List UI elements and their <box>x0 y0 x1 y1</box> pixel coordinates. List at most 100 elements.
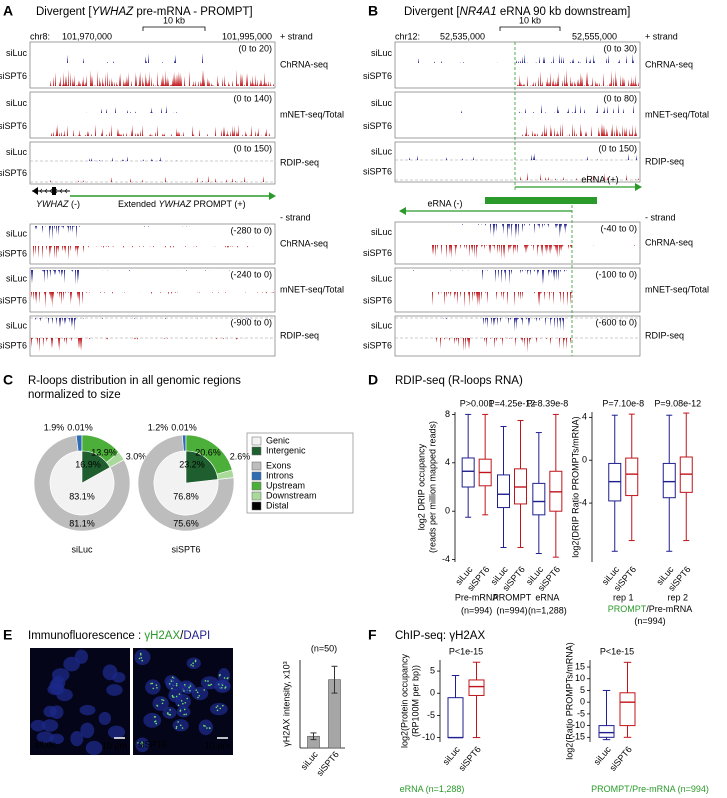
sample-label: siSPT6 <box>0 121 27 131</box>
focus <box>155 722 158 725</box>
nucleus <box>85 740 103 756</box>
signal <box>396 53 639 63</box>
nucleus <box>191 686 209 701</box>
focus <box>215 706 218 709</box>
nucleus <box>63 656 80 672</box>
prompt-label: Extended YWHAZ PROMPT (+) <box>118 199 246 209</box>
intron-chevron <box>59 188 63 194</box>
focus <box>141 741 143 744</box>
focus <box>183 690 185 692</box>
title-part: eRNA 90 kb downstream] <box>497 6 631 18</box>
signal <box>396 103 639 113</box>
scale-label: 10 µm <box>205 740 230 750</box>
nucleus <box>51 668 70 682</box>
sample-label: siSPT6 <box>363 71 392 81</box>
nucleus <box>200 676 219 690</box>
focus <box>139 652 142 655</box>
gene-label: YWHAZ (-) <box>36 199 80 209</box>
box <box>468 679 485 696</box>
sample-label: siLuc <box>6 98 28 108</box>
track-name: ChRNA-seq <box>280 59 328 69</box>
focus <box>138 657 141 660</box>
box <box>447 697 464 739</box>
nucleus <box>49 678 64 695</box>
y-tick-label: 4 <box>445 457 450 467</box>
focus <box>189 689 191 692</box>
pie-label: siSPT6 <box>171 544 200 554</box>
y-tick-label: -10 <box>572 720 585 730</box>
signal <box>31 246 274 261</box>
y-axis-label: log2(Ratio PROMPTs/mRNA) <box>564 642 574 760</box>
y-tick-label: -4 <box>442 554 450 564</box>
signal <box>396 338 639 353</box>
value-label: 23.2% <box>179 459 205 469</box>
prompt-part: PROMPT (+) <box>191 199 246 209</box>
focus <box>184 701 187 704</box>
signal <box>31 123 274 136</box>
sample-label: siLuc <box>371 98 393 108</box>
legend-swatch <box>251 461 262 471</box>
title-part: Divergent [ <box>404 6 460 18</box>
track-range: (0 to 150) <box>233 143 272 153</box>
image-label: siSPT6 <box>138 739 167 749</box>
focus <box>179 709 182 712</box>
signal <box>396 122 639 136</box>
value-label: 0.01% <box>67 422 93 432</box>
coordinate: 52,535,000 <box>440 31 485 41</box>
y-tick-label: -5 <box>427 710 435 720</box>
focus <box>154 720 157 722</box>
category-label: Pre-mRNA <box>455 592 499 602</box>
chart-title: RDIP-seq (R-loops RNA) <box>395 375 523 387</box>
focus <box>142 742 144 745</box>
sample-label: siLuc <box>6 273 28 283</box>
legend-swatch <box>251 436 262 446</box>
value-label: 1.2% <box>148 422 169 432</box>
pie-slice <box>153 450 219 516</box>
focus <box>224 687 226 689</box>
nucleus <box>80 722 95 739</box>
focus <box>168 683 171 685</box>
footer-part: PROMPT/Pre-mRNA (n=994) <box>591 784 709 794</box>
x-tick-label: siSPT6 <box>315 749 341 778</box>
legend-swatch <box>251 481 262 491</box>
nucleus <box>168 688 183 703</box>
panel-letter: A <box>3 3 13 19</box>
nucleus <box>143 712 162 728</box>
y-tick-label: 15 <box>575 661 585 671</box>
focus <box>151 682 154 685</box>
focus <box>204 725 206 727</box>
focus <box>207 684 210 686</box>
track-name: ChRNA-seq <box>645 237 693 247</box>
track-range: (-280 to 0) <box>230 225 272 235</box>
value-label: 76.8% <box>173 491 199 501</box>
p-value: P<1e-15 <box>449 646 483 656</box>
strand-label: - strand <box>645 212 676 222</box>
title-part: Immunofluorescence : <box>28 630 144 642</box>
focus <box>156 704 158 707</box>
track-name: mNET-seq/Total <box>645 109 709 119</box>
sample-label: siLuc <box>371 48 393 58</box>
y-axis-label: log2 DRIP occupancy <box>416 443 426 530</box>
focus <box>179 724 182 727</box>
signal <box>31 338 274 353</box>
p-value: P=9.08e-12 <box>654 398 701 408</box>
focus <box>195 689 198 691</box>
legend-label: Distal <box>266 500 289 510</box>
footer-part: eRNA (n=1,288) <box>400 784 465 794</box>
sample-label: siSPT6 <box>0 340 27 350</box>
panel-title: Immunofluorescence : γH2AX/DAPI <box>28 630 210 642</box>
sample-label: siLuc <box>6 48 28 58</box>
signal <box>31 53 274 63</box>
intron-chevron <box>49 188 53 194</box>
strand-label: - strand <box>280 212 311 222</box>
track-range: (-40 to 0) <box>600 223 637 233</box>
track-frame <box>29 41 276 89</box>
focus <box>221 684 224 687</box>
erna-minus-arrow <box>399 207 406 215</box>
title-part: / <box>180 630 184 642</box>
focus <box>216 709 219 712</box>
legend-frame <box>246 432 354 514</box>
prompt-arrow <box>269 192 276 200</box>
nucleus <box>152 696 169 711</box>
